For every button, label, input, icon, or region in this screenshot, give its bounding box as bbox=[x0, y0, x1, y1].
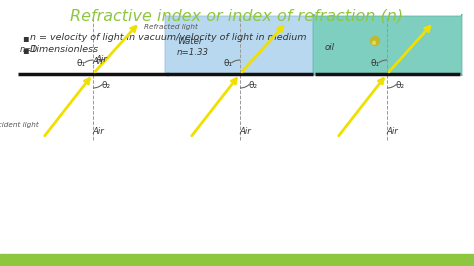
Text: θ₂: θ₂ bbox=[395, 81, 405, 89]
Text: θ₁: θ₁ bbox=[371, 60, 380, 69]
Text: θ₁: θ₁ bbox=[76, 60, 86, 69]
Text: θ₁: θ₁ bbox=[223, 60, 233, 69]
Text: ▪: ▪ bbox=[22, 45, 28, 55]
Text: Refracted light: Refracted light bbox=[144, 24, 198, 30]
Text: Refractive index or index of refraction (n): Refractive index or index of refraction … bbox=[71, 9, 403, 23]
Text: Air: Air bbox=[239, 127, 251, 136]
Text: Air: Air bbox=[95, 55, 107, 64]
Text: Water
n=1.33: Water n=1.33 bbox=[177, 37, 209, 57]
FancyBboxPatch shape bbox=[165, 14, 315, 76]
Text: Air: Air bbox=[92, 57, 104, 66]
Text: ▪: ▪ bbox=[22, 33, 28, 43]
Text: oil: oil bbox=[325, 43, 335, 52]
Text: θ₂: θ₂ bbox=[248, 81, 257, 89]
Bar bbox=[0, 254, 474, 266]
Text: Air: Air bbox=[386, 127, 398, 136]
Circle shape bbox=[373, 41, 375, 44]
Circle shape bbox=[371, 36, 380, 45]
Text: Incident light: Incident light bbox=[0, 122, 39, 128]
FancyBboxPatch shape bbox=[313, 14, 462, 76]
Text: Air: Air bbox=[92, 127, 104, 136]
Text: n = velocity of light in vacuum/velocity of light in medium: n = velocity of light in vacuum/velocity… bbox=[30, 34, 307, 43]
Text: n=1: n=1 bbox=[20, 44, 37, 53]
Text: θ₂: θ₂ bbox=[101, 81, 110, 89]
Text: Dimensionless: Dimensionless bbox=[30, 45, 99, 55]
